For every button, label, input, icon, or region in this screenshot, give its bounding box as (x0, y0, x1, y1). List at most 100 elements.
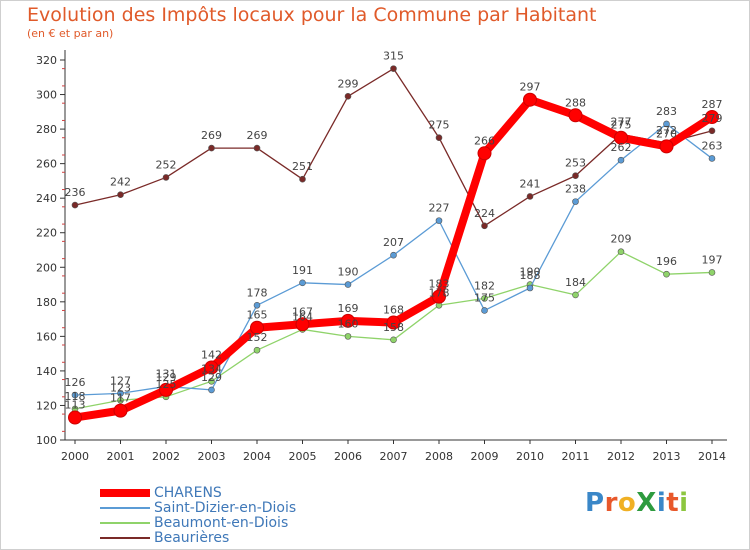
data-point-saint-dizier-en-diois (299, 279, 306, 287)
data-point-beaumont-en-diois (253, 346, 261, 354)
data-label-beaumont-en-diois: 184 (565, 276, 586, 289)
data-label-beaurieres: 241 (520, 177, 541, 190)
data-point-beaumont-en-diois (390, 336, 397, 344)
data-label-beaumont-en-diois: 118 (65, 390, 86, 403)
logo-letter: X (636, 488, 657, 518)
data-label-saint-dizier-en-diois: 207 (383, 236, 404, 249)
data-label-beaurieres: 279 (702, 112, 723, 125)
x-tick-label: 2012 (607, 450, 635, 463)
data-label-beaurieres: 242 (110, 176, 131, 189)
data-point-charens (113, 403, 128, 418)
data-point-charens (250, 320, 264, 335)
data-point-beaurieres (481, 222, 488, 230)
data-point-saint-dizier-en-diois (208, 386, 215, 394)
data-label-saint-dizier-en-diois: 262 (611, 141, 632, 154)
data-label-charens: 142 (201, 348, 222, 361)
data-point-charens (705, 110, 719, 124)
x-tick-label: 2013 (653, 450, 681, 463)
data-point-charens (341, 313, 355, 328)
y-tick-label: 200 (36, 261, 57, 274)
y-tick-label: 300 (36, 89, 57, 102)
data-point-saint-dizier-en-diois (526, 284, 534, 292)
x-tick-label: 2014 (698, 450, 726, 463)
x-tick-label: 2001 (107, 450, 135, 463)
data-point-charens (568, 108, 583, 123)
data-label-beaumont-en-diois: 190 (520, 266, 541, 279)
data-label-beaurieres: 272 (656, 124, 677, 137)
data-label-saint-dizier-en-diois: 126 (65, 376, 86, 389)
data-point-charens (204, 360, 219, 375)
data-point-saint-dizier-en-diois (481, 307, 488, 314)
data-point-saint-dizier-en-diois (253, 301, 261, 309)
data-label-beaumont-en-diois: 196 (656, 255, 677, 268)
series-layer (68, 65, 719, 425)
data-label-beaurieres: 315 (383, 50, 404, 63)
x-tick-label: 2007 (380, 450, 408, 463)
data-label-charens: 168 (383, 304, 404, 317)
data-label-beaurieres: 269 (247, 129, 268, 142)
data-label-saint-dizier-en-diois: 131 (156, 367, 177, 380)
data-label-charens: 297 (520, 81, 541, 94)
data-point-beaurieres (71, 201, 79, 209)
data-point-beaurieres (435, 134, 443, 142)
data-label-saint-dizier-en-diois: 188 (520, 269, 541, 282)
y-tick-label: 220 (36, 227, 57, 240)
data-label-beaumont-en-diois: 197 (702, 253, 723, 266)
y-tick-label: 100 (36, 434, 57, 447)
logo-letter: P (585, 488, 605, 518)
data-label-beaumont-en-diois: 152 (247, 331, 268, 344)
data-label-beaurieres: 224 (474, 207, 495, 220)
data-point-charens (432, 289, 446, 304)
data-point-saint-dizier-en-diois (71, 391, 79, 399)
legend-swatch-charens (100, 489, 150, 497)
data-label-beaumont-en-diois: 160 (338, 317, 359, 330)
data-point-charens (477, 146, 492, 161)
data-point-beaurieres (344, 92, 352, 100)
chart-title: Evolution des Impôts locaux pour la Comm… (27, 4, 597, 26)
data-label-beaumont-en-diois: 125 (156, 378, 177, 391)
y-tick-label: 280 (36, 123, 57, 136)
data-point-saint-dizier-en-diois (572, 198, 579, 205)
data-point-beaurieres (208, 144, 215, 152)
data-label-charens: 165 (247, 309, 268, 322)
data-point-beaumont-en-diois (708, 269, 716, 276)
data-label-beaurieres: 252 (156, 158, 177, 171)
data-label-charens: 113 (65, 399, 86, 412)
chart-subtitle: (en € et par an) (27, 27, 114, 40)
legend-swatch-saint-dizier (100, 507, 150, 509)
legend-label-charens: CHARENS (154, 485, 222, 501)
data-point-saint-dizier-en-diois (708, 155, 716, 162)
data-label-charens: 270 (656, 127, 677, 140)
data-label-saint-dizier-en-diois: 178 (247, 286, 268, 299)
data-label-saint-dizier-en-diois: 175 (474, 291, 495, 304)
legend-label-beaumont: Beaumont-en-Diois (154, 515, 289, 531)
axes: 100 120 140 160 180 200 220 240 260 280 300 320 2000… (36, 50, 727, 463)
logo-letter: i (656, 488, 667, 518)
data-label-saint-dizier-en-diois: 127 (110, 374, 131, 387)
data-label-beaurieres: 251 (292, 160, 313, 173)
data-label-beaurieres: 269 (201, 129, 222, 142)
data-label-charens: 287 (702, 98, 723, 111)
data-label-charens: 117 (110, 392, 131, 405)
data-label-saint-dizier-en-diois: 129 (201, 371, 222, 384)
x-tick-label: 2008 (425, 450, 453, 463)
data-label-charens: 288 (565, 96, 586, 109)
data-point-beaurieres (253, 144, 261, 152)
x-tick-label: 2005 (289, 450, 317, 463)
data-label-beaumont-en-diois: 209 (611, 233, 632, 246)
data-label-beaumont-en-diois: 123 (110, 381, 131, 394)
logo-letter: t (666, 488, 680, 518)
data-label-saint-dizier-en-diois: 191 (292, 264, 313, 277)
data-point-charens (386, 315, 401, 330)
data-point-beaumont-en-diois (344, 333, 352, 340)
data-label-beaurieres: 236 (65, 186, 86, 199)
data-point-beaurieres (572, 172, 579, 180)
data-point-saint-dizier-en-diois (117, 390, 124, 397)
data-label-charens: 129 (156, 371, 177, 384)
data-point-beaurieres (708, 127, 716, 135)
x-tick-label: 2000 (61, 450, 89, 463)
data-label-charens: 275 (611, 119, 632, 132)
legend-label-saint-dizier: Saint-Dizier-en-Diois (154, 500, 297, 516)
x-tick-label: 2011 (562, 450, 590, 463)
data-label-beaumont-en-diois: 178 (429, 286, 450, 299)
